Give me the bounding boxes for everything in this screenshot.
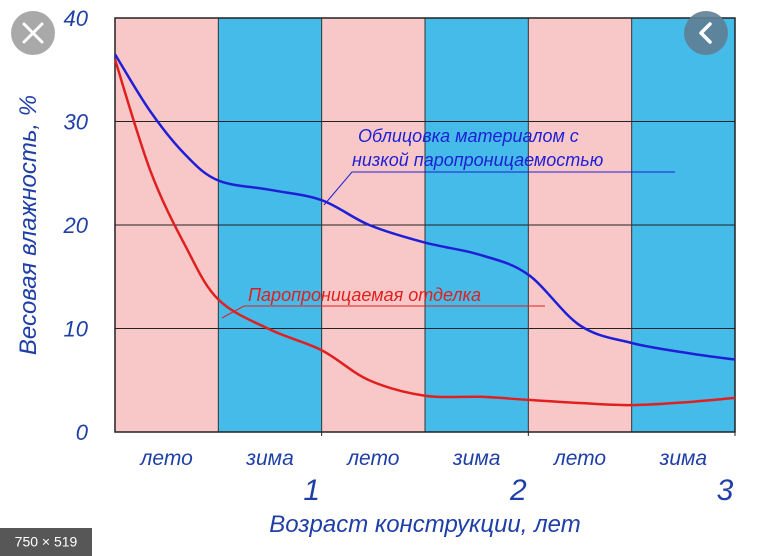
- y-axis-title: Весовая влажность, %: [15, 95, 42, 355]
- x-tick-label: 1: [303, 474, 320, 507]
- close-button[interactable]: [11, 11, 55, 55]
- annotation: Паропроницаемая отделка: [248, 285, 481, 305]
- image-size: 750 × 519: [15, 534, 78, 550]
- series-line: [113, 59, 736, 407]
- season-label: лето: [140, 447, 194, 470]
- y-tick-label: 40: [64, 6, 89, 31]
- y-tick-label: 30: [64, 110, 89, 135]
- series-line: [113, 53, 736, 361]
- season-label: лето: [553, 447, 607, 470]
- leader: [221, 305, 545, 319]
- x-tick-label: 3: [717, 474, 734, 507]
- y-tick-label: 10: [64, 317, 89, 342]
- x-axis-title: Возраст конструкции, лет: [269, 511, 580, 538]
- leader: [323, 171, 675, 206]
- annotation: Облицовка материалом с: [358, 126, 579, 146]
- season-label: лето: [346, 447, 400, 470]
- season-label: зима: [452, 447, 501, 470]
- season-label: зима: [659, 447, 708, 470]
- plot-border: [114, 17, 736, 433]
- annotation: низкой паропроницаемостью: [352, 150, 603, 170]
- plot-area: лето зима лето зима лето зима 0 10 20 30 40 1 2 3 Обли…: [63, 6, 736, 507]
- x-tick-label: 2: [509, 474, 527, 507]
- size-badge: [0, 528, 92, 556]
- y-tick-label: 20: [63, 213, 89, 238]
- back-button[interactable]: [684, 11, 728, 55]
- y-tick-label: 0: [76, 420, 89, 445]
- season-label: зима: [245, 447, 294, 470]
